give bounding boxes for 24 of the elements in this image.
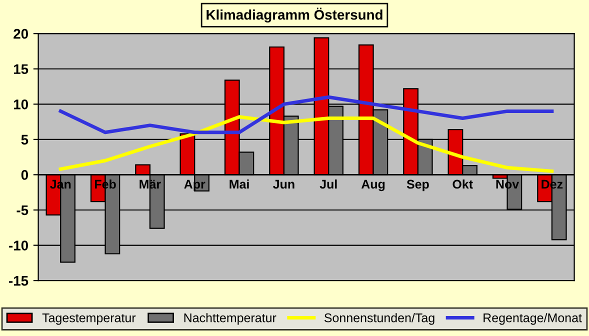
x-tick-label: Mai [230, 179, 249, 189]
y-tick-label: 20 [14, 28, 28, 39]
x-tick-label: Nov [496, 180, 520, 189]
y-tick-label: -10 [9, 240, 28, 250]
legend-label: Nachttemperatur [184, 313, 276, 325]
y-tick-label: 5 [21, 134, 28, 145]
line-series [58, 95, 554, 134]
x-tick-label: Okt [452, 179, 473, 189]
x-tick-label: Jul [320, 179, 337, 189]
y-tick-label: -5 [16, 205, 28, 216]
line-series [58, 115, 554, 173]
x-tick-label: Jan [50, 180, 71, 189]
legend-label: Tagestemperatur [42, 314, 136, 325]
y-tick-label: 10 [14, 99, 28, 110]
x-tick-label: Feb [95, 179, 116, 189]
legend-label: Sonnenstunden/Tag [324, 313, 434, 325]
x-tick-label: Sep [406, 180, 429, 192]
x-tick-label: Jun [273, 180, 294, 189]
y-tick-label: -15 [9, 276, 28, 286]
legend-label: Regentage/Monat [484, 313, 582, 325]
x-tick-label: Aug [361, 180, 385, 192]
y-tick-label: 0 [21, 170, 28, 180]
y-tick-label: 15 [14, 64, 28, 74]
chart-title: Klimadiagramm Östersund [206, 8, 382, 23]
